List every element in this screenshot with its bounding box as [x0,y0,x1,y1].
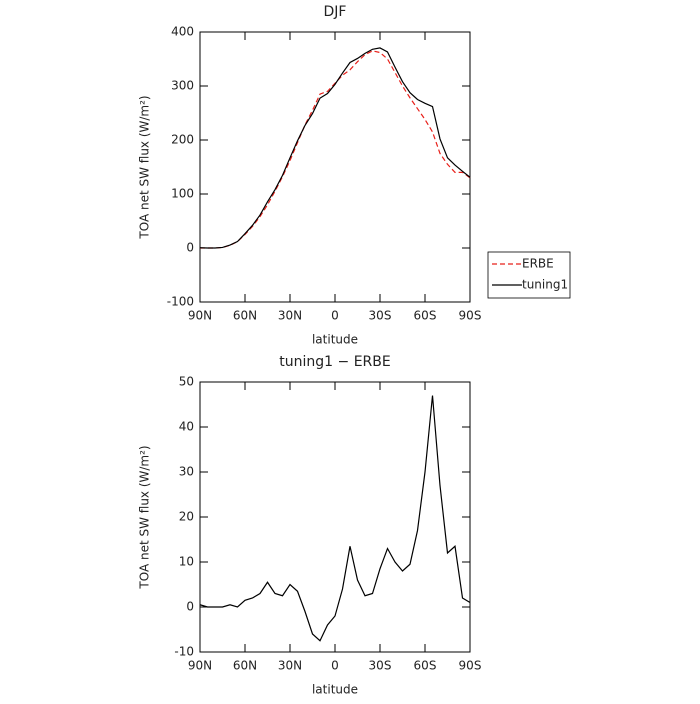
legend-label: ERBE [522,257,554,271]
x-tick-label: 60N [233,309,257,323]
series-line [200,50,471,249]
y-tick-label: 200 [171,133,194,147]
y-tick-label: 400 [171,25,194,39]
y-tick-label: 300 [171,79,194,93]
x-tick-label: 0 [331,309,339,323]
y-tick-label: 10 [179,555,194,569]
legend-label: tuning1 [522,278,568,292]
x-tick-label: 0 [331,659,339,673]
x-tick-label: 90S [459,309,482,323]
y-tick-label: 0 [186,600,194,614]
y-axis-label: TOA net SW flux (W/m²) [138,445,152,589]
x-tick-label: 90S [459,659,482,673]
chart-title: tuning1 − ERBE [279,354,390,370]
x-tick-label: 30N [278,309,302,323]
y-tick-label: 40 [179,420,194,434]
y-axis-label: TOA net SW flux (W/m²) [138,95,152,239]
y-tick-label: -100 [167,295,194,309]
x-tick-label: 30S [369,309,392,323]
x-tick-label: 30S [369,659,392,673]
x-tick-label: 60S [414,309,437,323]
y-tick-label: 100 [171,187,194,201]
x-tick-label: 30N [278,659,302,673]
y-tick-label: 0 [186,241,194,255]
x-axis-label: latitude [312,333,358,347]
legend-box [487,251,571,299]
x-tick-label: 90N [188,309,212,323]
plot-frame [199,31,471,303]
x-axis-label: latitude [312,683,358,697]
chart-title: DJF [324,4,347,20]
series-line [199,47,471,249]
x-tick-label: 60S [414,659,437,673]
y-tick-label: 30 [179,465,194,479]
y-tick-label: 20 [179,510,194,524]
y-tick-label: -10 [174,645,194,659]
series-line [199,395,471,642]
x-tick-label: 60N [233,659,257,673]
y-tick-label: 50 [179,375,194,389]
x-tick-label: 90N [188,659,212,673]
